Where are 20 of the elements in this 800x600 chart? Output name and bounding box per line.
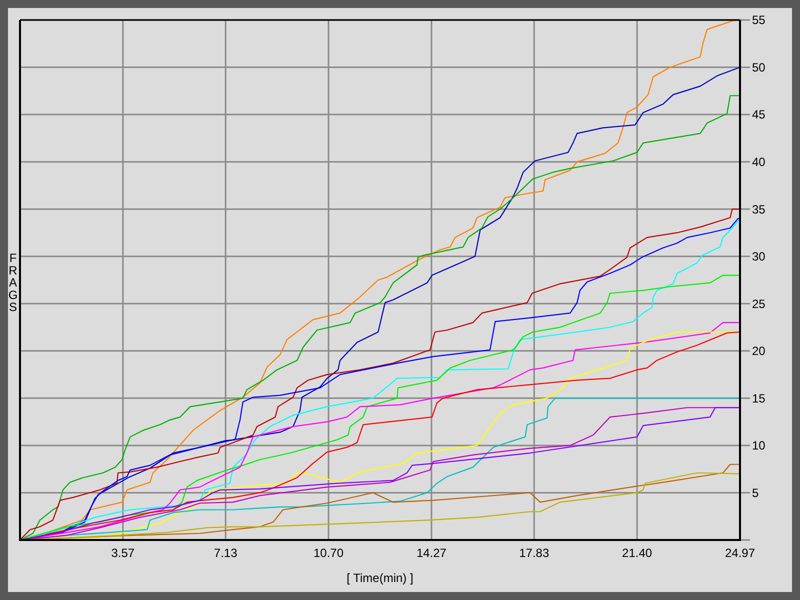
y-tick-label: 45: [752, 108, 766, 122]
y-tick-label: 25: [752, 296, 766, 311]
x-tick-label: 10.70: [314, 546, 344, 560]
x-tick-label: 3.57: [111, 546, 135, 560]
x-tick-label: 7.13: [214, 546, 238, 560]
y-tick-label: 30: [752, 250, 766, 264]
y-tick-label: 40: [752, 155, 766, 170]
y-tick-label: 10: [752, 438, 766, 453]
x-tick-label: 24.97: [724, 546, 756, 560]
y-tick-label: 50: [752, 60, 766, 74]
y-tick-label: 15: [752, 391, 766, 406]
y-tick-label: 5: [752, 486, 759, 500]
y-tick-label: 20: [752, 344, 766, 358]
x-tick-label: 14.27: [416, 546, 447, 560]
y-axis-title: FRAGS: [8, 251, 18, 314]
x-tick-label: 17.83: [519, 546, 550, 560]
y-tick-label: 35: [752, 202, 766, 216]
x-tick-label: 21.40: [622, 546, 652, 560]
y-tick-label: 55: [752, 13, 766, 28]
x-axis-title: [ Time(min) ]: [346, 571, 414, 585]
